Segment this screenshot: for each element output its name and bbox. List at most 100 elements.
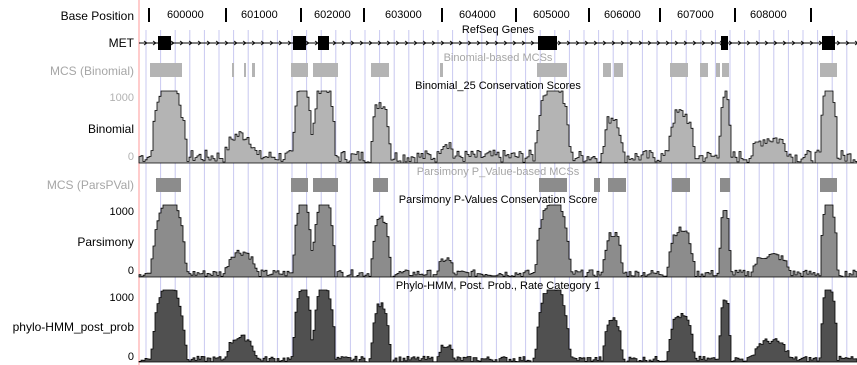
mcs-binomial-block [716, 63, 720, 77]
strand-arrow [359, 40, 364, 46]
strand-arrow [179, 40, 184, 46]
strand-arrow [665, 40, 670, 46]
mcs-binomial-block [371, 63, 389, 77]
strand-arrow [188, 40, 193, 46]
position-tick-label: 607000 [677, 9, 714, 21]
phylo-track-label[interactable]: phylo-HMM_post_prob [12, 320, 134, 334]
binomial-wiggle [138, 90, 857, 164]
position-tick-mark [441, 8, 443, 22]
strand-arrow [566, 40, 571, 46]
refseq-track-label[interactable]: MET [108, 36, 134, 50]
position-tick-mark [734, 8, 736, 22]
strand-arrow [224, 40, 229, 46]
strand-arrow [206, 40, 211, 46]
position-tick-mark [810, 8, 812, 22]
mcs-binomial-block [614, 63, 623, 77]
strand-arrow [611, 40, 616, 46]
strand-arrow [620, 40, 625, 46]
strand-arrow [242, 40, 247, 46]
binomial-scale-min: 0 [127, 151, 134, 163]
strand-arrow [449, 40, 454, 46]
mcs-parspval-block [373, 178, 388, 192]
strand-arrow [485, 40, 490, 46]
strand-arrow [512, 40, 517, 46]
strand-arrow [197, 40, 202, 46]
exon-block [158, 36, 171, 50]
strand-arrow [170, 40, 175, 46]
strand-arrow [728, 40, 733, 46]
strand-arrow [377, 40, 382, 46]
strand-arrow [809, 40, 814, 46]
exon-block [293, 36, 306, 50]
strand-arrow [647, 40, 652, 46]
position-tick-mark [588, 8, 590, 22]
mcs-parspval-track-title: Parsimony P_Value-based MCSs [416, 166, 580, 178]
strand-arrow [584, 40, 589, 46]
strand-arrow [386, 40, 391, 46]
strand-arrow [422, 40, 427, 46]
strand-arrow [764, 40, 769, 46]
position-tick-label: 605000 [533, 9, 570, 21]
strand-arrow [458, 40, 463, 46]
exon-block [318, 36, 329, 50]
position-tick-mark [225, 8, 227, 22]
mcs-binomial-track-label[interactable]: MCS (Binomial) [49, 64, 134, 78]
strand-arrow [845, 40, 850, 46]
position-tick-mark [659, 8, 661, 22]
mcs-binomial-block [700, 63, 708, 77]
strand-arrow [287, 40, 292, 46]
mcs-binomial-block [670, 63, 688, 77]
mcs-binomial-block [150, 63, 182, 77]
position-tick-label: 600000 [167, 9, 204, 21]
strand-arrow [467, 40, 472, 46]
parsimony-scale-min: 0 [127, 265, 134, 277]
mcs-parspval-block [594, 178, 600, 192]
strand-arrow [629, 40, 634, 46]
strand-arrow [530, 40, 535, 46]
strand-arrow [332, 40, 337, 46]
binomial-track-label[interactable]: Binomial [87, 122, 134, 136]
strand-arrow [350, 40, 355, 46]
binomial-track-title: Binomial_25 Conservation Scores [415, 80, 581, 92]
position-tick-label: 602000 [314, 9, 351, 21]
strand-arrow [431, 40, 436, 46]
mcs-parspval-block [291, 178, 308, 192]
strand-arrow [593, 40, 598, 46]
strand-arrow [674, 40, 679, 46]
mcs-binomial-block [232, 63, 234, 77]
position-tick-label: 604000 [459, 9, 496, 21]
strand-arrow [143, 40, 148, 46]
mcs-parspval-block [720, 178, 730, 192]
exon-block [721, 36, 728, 50]
mcs-binomial-block [603, 63, 611, 77]
position-tick-label: 606000 [604, 9, 641, 21]
phylo-scale-max: 1000 [109, 292, 134, 304]
strand-arrow [755, 40, 760, 46]
strand-arrow [836, 40, 841, 46]
strand-arrow [503, 40, 508, 46]
strand-arrow [854, 40, 857, 46]
phylo-wiggle [138, 289, 857, 363]
base-position-label: Base Position [60, 9, 134, 23]
mcs-binomial-block [244, 63, 246, 77]
position-tick-mark [148, 8, 150, 22]
parsimony-scale-max: 1000 [109, 206, 134, 218]
strand-arrow [773, 40, 778, 46]
strand-arrow [602, 40, 607, 46]
mcs-binomial-block [537, 63, 567, 77]
mcs-binomial-block [820, 63, 837, 77]
strand-arrow [791, 40, 796, 46]
strand-arrow [746, 40, 751, 46]
strand-arrow [656, 40, 661, 46]
mcs-parspval-track-label[interactable]: MCS (ParsPVal) [46, 178, 134, 192]
strand-arrow [737, 40, 742, 46]
mcs-parspval-block [313, 178, 338, 192]
mcs-parspval-block [608, 178, 626, 192]
parsimony-track-label[interactable]: Parsimony [77, 235, 134, 249]
strand-arrow [692, 40, 697, 46]
position-tick-mark [363, 8, 365, 22]
strand-arrow [233, 40, 238, 46]
strand-arrow [404, 40, 409, 46]
